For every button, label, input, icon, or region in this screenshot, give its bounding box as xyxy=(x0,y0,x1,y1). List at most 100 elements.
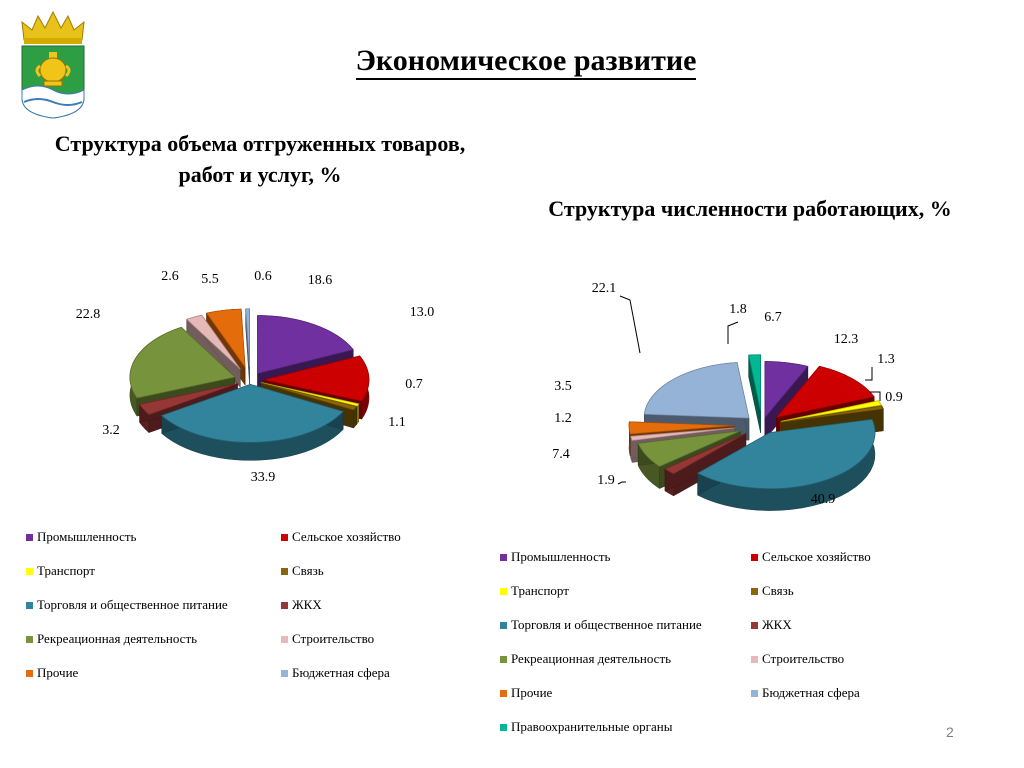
legend-swatch xyxy=(751,655,758,663)
legend-swatch xyxy=(26,635,33,643)
data-label-торговля-и-общественное-питание: 40.9 xyxy=(811,492,836,507)
data-label-транспорт: 0.7 xyxy=(405,377,423,392)
legend-label: Промышленность xyxy=(511,549,611,564)
legend-swatch xyxy=(751,689,758,697)
legend-swatch xyxy=(500,689,507,697)
legend-label: Правоохранительные органы xyxy=(511,719,673,734)
legend-label: ЖКХ xyxy=(762,617,792,632)
legend-swatch xyxy=(500,723,507,731)
pie-slice-сельское-хозяйство xyxy=(263,355,370,402)
legend-label: Сельское хозяйство xyxy=(292,529,401,544)
legend-swatch xyxy=(281,533,288,541)
legend-swatch xyxy=(281,635,288,643)
data-label-жкх: 3.2 xyxy=(102,423,120,438)
legend-label: Торговля и общественное питание xyxy=(511,617,702,632)
legend-label: Связь xyxy=(292,563,324,578)
leader-line-связь xyxy=(870,391,881,401)
leader-line-бюджетная-сфера xyxy=(619,295,641,354)
legend-swatch xyxy=(26,669,33,677)
pie-slice-связь xyxy=(260,382,358,411)
legend-swatch xyxy=(500,553,507,561)
pie-slice-прочие xyxy=(205,308,246,369)
pie-slice-строительство xyxy=(630,427,735,441)
legend-label: Рекреационная деятельность xyxy=(511,651,672,666)
chart-2-title: Структура численности работающих, % xyxy=(548,196,952,221)
legend-swatch xyxy=(500,621,507,629)
data-label-бюджетная-сфера: 0.6 xyxy=(254,269,272,284)
legend-swatch xyxy=(500,655,507,663)
pie-slice-правоохранительные-органы xyxy=(748,354,761,411)
pie-slice-строительство xyxy=(185,314,241,370)
legend-item-промышленность: Промышленность xyxy=(26,529,137,545)
pie-slice-жкх xyxy=(664,432,747,475)
data-label-транспорт: 1.3 xyxy=(877,352,895,367)
page-number: 2 xyxy=(946,724,954,740)
legend-item-связь: Связь xyxy=(751,583,794,599)
data-label-жкх: 1.9 xyxy=(597,473,615,488)
pie-slice-рекреационная-деятельность xyxy=(129,326,236,399)
pie-slice-транспорт xyxy=(780,400,882,422)
legend-label: Рекреационная деятельность xyxy=(37,631,198,646)
legend-item-сельское-хозяйство: Сельское хозяйство xyxy=(281,529,401,545)
legend-label: Бюджетная сфера xyxy=(762,685,860,700)
legend-label: Бюджетная сфера xyxy=(292,665,390,680)
legend-swatch xyxy=(751,621,758,629)
chart-1-title: Структура объема отгруженных товаров, ра… xyxy=(54,131,466,187)
legend-label: Прочие xyxy=(511,685,553,700)
data-label-строительство: 2.6 xyxy=(161,269,179,284)
data-label-промышленность: 6.7 xyxy=(764,310,782,325)
pie-slice-сельское-хозяйство xyxy=(775,365,875,419)
page-title: Экономическое развитие xyxy=(0,44,1024,80)
coat-of-arms-logo xyxy=(21,10,85,119)
pie-slice-рекреационная-деятельность xyxy=(637,430,741,467)
legend-label: Прочие xyxy=(37,665,79,680)
legend-label: Строительство xyxy=(292,631,375,646)
legend-label: Строительство xyxy=(762,651,845,666)
pie-slice-бюджетная-сфера xyxy=(643,362,750,419)
data-label-связь: 1.1 xyxy=(388,415,406,430)
pie-slice-промышленность xyxy=(257,315,354,375)
legend-item-прочие: Прочие xyxy=(26,665,78,681)
legend-swatch xyxy=(281,567,288,575)
data-label-бюджетная-сфера: 22.1 xyxy=(592,281,617,296)
legend-swatch xyxy=(751,553,758,561)
legend-swatch xyxy=(26,567,33,575)
pie-slice-торговля-и-общественное-питание xyxy=(160,383,344,443)
legend-item-сельское-хозяйство: Сельское хозяйство xyxy=(751,549,871,565)
legend-label: Транспорт xyxy=(37,563,95,578)
legend-item-рекреационная-деятельность: Рекреационная деятельность xyxy=(26,631,197,647)
data-label-рекреационная-деятельность: 22.8 xyxy=(76,307,101,322)
legend-swatch xyxy=(500,587,507,595)
data-label-торговля-и-общественное-питание: 33.9 xyxy=(251,470,276,485)
pie-slice-прочие xyxy=(628,421,735,435)
legend-item-жкх: ЖКХ xyxy=(281,597,322,613)
data-label-связь: 0.9 xyxy=(885,390,903,405)
pie-slice-торговля-и-общественное-питание xyxy=(696,418,876,489)
legend-item-правоохранительные-органы: Правоохранительные органы xyxy=(500,719,672,735)
legend-item-торговля-и-общественное-питание: Торговля и общественное питание xyxy=(26,597,228,613)
data-label-прочие: 5.5 xyxy=(201,272,219,287)
legend-swatch xyxy=(281,601,288,609)
data-label-прочие: 3.5 xyxy=(554,379,572,394)
pie-slice-бюджетная-сфера xyxy=(245,308,250,367)
legend-item-транспорт: Транспорт xyxy=(26,563,95,579)
legend-item-прочие: Прочие xyxy=(500,685,552,701)
legend-item-бюджетная-сфера: Бюджетная сфера xyxy=(751,685,860,701)
legend-item-строительство: Строительство xyxy=(751,651,844,667)
legend-label: Торговля и общественное питание xyxy=(37,597,228,612)
legend-label: Промышленность xyxy=(37,529,137,544)
data-label-правоохранительные-органы: 1.8 xyxy=(729,302,747,317)
data-label-сельское-хозяйство: 12.3 xyxy=(834,332,859,347)
legend-swatch xyxy=(26,601,33,609)
data-label-сельское-хозяйство: 13.0 xyxy=(410,305,435,320)
leader-line-жкх xyxy=(617,481,626,485)
data-label-промышленность: 18.6 xyxy=(308,273,333,288)
legend-swatch xyxy=(751,587,758,595)
legend-swatch xyxy=(281,669,288,677)
pie-slice-связь xyxy=(781,405,884,423)
pie-slice-промышленность xyxy=(764,361,809,419)
legend-item-бюджетная-сфера: Бюджетная сфера xyxy=(281,665,390,681)
legend-label: ЖКХ xyxy=(292,597,322,612)
leader-line-транспорт xyxy=(865,367,873,381)
